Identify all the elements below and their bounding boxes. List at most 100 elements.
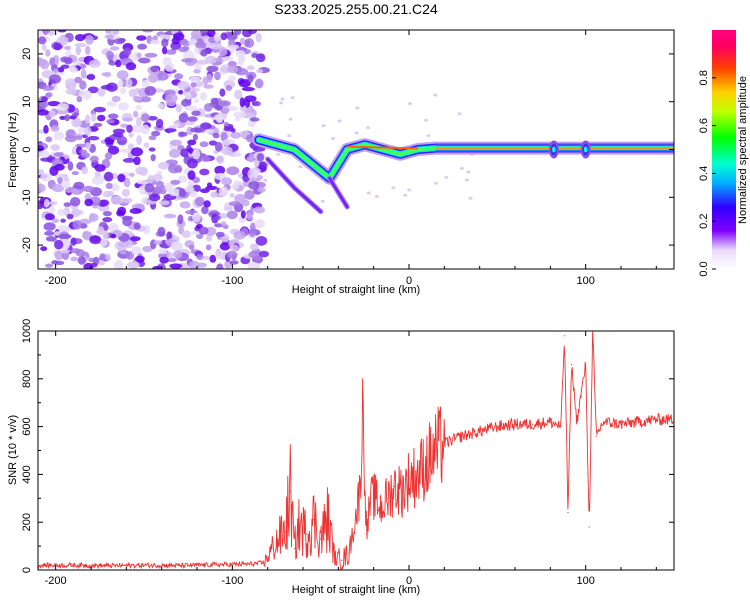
noise-blob <box>76 95 83 103</box>
spectrogram-x-label: Height of straight line (km) <box>292 284 420 296</box>
noise-blob <box>128 132 134 138</box>
noise-blob <box>226 250 238 259</box>
noise-blob <box>246 65 255 70</box>
noise-blob <box>178 131 188 137</box>
snr-point <box>426 461 428 463</box>
noise-blob <box>148 147 156 152</box>
noise-blob <box>110 233 117 239</box>
noise-blob <box>175 104 183 113</box>
noise-blob <box>238 79 251 88</box>
noise-blob <box>244 189 255 200</box>
noise-blob <box>70 197 81 207</box>
noise-blob <box>133 110 139 118</box>
noise-blob <box>169 263 183 269</box>
noise-blob <box>185 92 192 100</box>
snr-point <box>514 423 516 425</box>
colorbar-tick-label: 0.4 <box>698 166 710 181</box>
noise-blob <box>191 230 202 235</box>
noise-blob <box>206 182 213 188</box>
noise-blob <box>218 46 228 57</box>
noise-blob <box>247 169 254 179</box>
noise-blob <box>248 181 260 190</box>
noise-blob <box>193 69 201 74</box>
y-tick-label: 20 <box>21 48 33 60</box>
noise-blob <box>190 82 197 88</box>
snr-point <box>214 564 216 566</box>
noise-blob <box>142 30 154 33</box>
colorbar-tick-label: 0.8 <box>698 70 710 85</box>
noise-blob <box>64 45 72 51</box>
noise-blob <box>119 87 127 94</box>
noise-blob <box>74 34 86 42</box>
noise-blob <box>119 250 127 255</box>
x-tick-label: 0 <box>406 575 412 587</box>
noise-blob <box>113 260 124 269</box>
noise-blob <box>206 234 213 242</box>
noise-blob <box>144 183 155 193</box>
noise-blob <box>247 262 260 269</box>
noise-blob <box>184 185 194 193</box>
noise-blob <box>171 241 182 250</box>
speck <box>354 131 359 135</box>
noise-blob <box>117 79 124 88</box>
noise-blob <box>221 221 227 227</box>
noise-blob <box>51 260 59 265</box>
noise-blob <box>147 116 158 121</box>
noise-blob <box>123 240 134 249</box>
y-tick-label: 800 <box>21 370 33 388</box>
noise-blob <box>85 45 91 56</box>
noise-blob <box>136 116 142 127</box>
noise-blob <box>209 42 223 50</box>
noise-blob <box>77 256 86 265</box>
noise-blob <box>112 132 124 138</box>
noise-blob <box>221 105 230 115</box>
noise-blob <box>216 155 225 164</box>
noise-blob <box>85 142 91 150</box>
noise-blob <box>123 177 131 188</box>
noise-blob <box>93 122 103 127</box>
noise-blob <box>244 38 255 48</box>
speck <box>263 178 268 182</box>
noise-blob <box>229 244 239 252</box>
noise-blob <box>152 265 163 269</box>
noise-blob <box>181 58 194 63</box>
noise-blob <box>45 263 54 268</box>
noise-blob <box>114 38 125 45</box>
noise-blob <box>157 226 166 237</box>
noise-blob <box>64 114 71 122</box>
noise-blob <box>88 213 99 222</box>
speck <box>459 166 464 170</box>
noise-blob <box>202 255 210 260</box>
noise-blob <box>226 210 238 220</box>
noise-blob <box>69 66 78 73</box>
y-tick-label: -10 <box>21 189 33 205</box>
noise-blob <box>165 93 178 103</box>
noise-blob <box>88 59 101 68</box>
noise-blob <box>114 241 126 251</box>
noise-blob <box>170 179 181 185</box>
noise-blob <box>200 155 211 162</box>
noise-blob <box>49 109 56 118</box>
mode-branch <box>265 156 324 215</box>
noise-blob <box>213 114 223 121</box>
noise-blob <box>45 92 53 98</box>
snr-point <box>620 423 622 425</box>
snr-point <box>263 562 265 564</box>
noise-blob <box>74 43 87 48</box>
noise-blob <box>192 212 201 223</box>
noise-blob <box>136 35 147 41</box>
noise-blob <box>141 196 148 205</box>
noise-blob <box>89 155 99 163</box>
noise-blob <box>81 152 90 159</box>
noise-blob <box>148 135 157 141</box>
speck <box>321 124 326 128</box>
speck <box>444 175 449 179</box>
spike-core <box>583 146 588 153</box>
speck <box>465 178 469 182</box>
noise-blob <box>246 212 253 221</box>
noise-blob <box>110 183 120 192</box>
noise-blob <box>78 218 92 225</box>
noise-blob <box>203 200 211 208</box>
snr-point <box>380 507 382 509</box>
noise-blob <box>38 30 43 39</box>
